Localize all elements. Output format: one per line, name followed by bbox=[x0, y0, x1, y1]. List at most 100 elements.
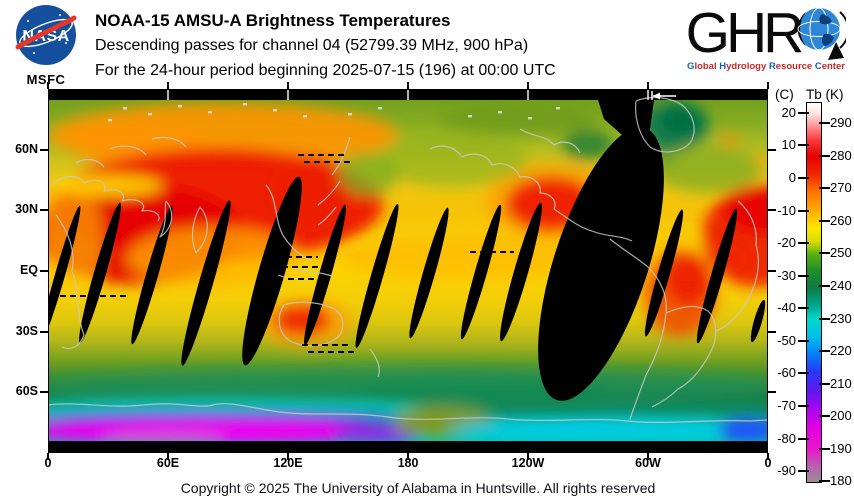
colorbar-celsius-label: 0 bbox=[788, 170, 796, 186]
lat-tick-right bbox=[768, 209, 776, 212]
colorbar-celsius-label: -40 bbox=[777, 300, 796, 316]
orbit-gap-swath bbox=[409, 207, 449, 339]
lon-tick-top bbox=[767, 82, 769, 89]
colorbar-kelvin-tick bbox=[819, 122, 830, 125]
title-subline-1: Descending passes for channel 04 (52799.… bbox=[95, 37, 529, 54]
sea-ice-speck bbox=[148, 113, 152, 116]
ghrc-subtitle: Global Hydrology Resource Center bbox=[680, 61, 852, 72]
lat-label-EQ: EQ bbox=[19, 263, 38, 277]
colorbar-kelvin-label: 190 bbox=[830, 440, 852, 456]
colorbar-celsius-label: -10 bbox=[777, 202, 796, 218]
colorbar-kelvin-tick bbox=[819, 252, 830, 255]
lon-tick-bottom bbox=[767, 453, 769, 460]
orbit-gap-swath bbox=[644, 209, 684, 337]
lon-tick-top bbox=[527, 82, 529, 89]
ghrc-globe-icon bbox=[797, 7, 847, 60]
ghrc-subtitle-initial: G bbox=[687, 61, 695, 72]
lon-tick-bottom bbox=[287, 453, 289, 460]
lon-label-120E: 120E bbox=[273, 456, 303, 470]
nasa-insignia-icon: NASA bbox=[15, 5, 77, 65]
lon-label-0: 0 bbox=[44, 456, 52, 470]
sea-ice-speck bbox=[208, 111, 212, 114]
lat-tick-left bbox=[40, 209, 48, 212]
sea-ice-speck bbox=[178, 105, 182, 108]
colorbar-kelvin-tick bbox=[819, 317, 830, 320]
page-title: NOAA-15 AMSU-A Brightness Temperatures bbox=[95, 11, 451, 30]
lat-label-60S: 60S bbox=[15, 384, 38, 399]
lat-tick-right bbox=[768, 148, 776, 151]
lon-tick-top bbox=[407, 82, 409, 89]
colorbar-celsius-label: -50 bbox=[777, 332, 796, 348]
colorbar-celsius-tick bbox=[798, 404, 809, 407]
lon-label-60W: 60W bbox=[635, 456, 661, 470]
lon-tick-top bbox=[47, 82, 49, 89]
lat-label-60N: 60N bbox=[15, 141, 38, 156]
coastlines bbox=[48, 96, 768, 424]
sea-ice-speck bbox=[273, 109, 277, 112]
lon-tick-bottom bbox=[407, 453, 409, 460]
colorbar-kelvin-label: 250 bbox=[830, 245, 852, 261]
nasa-msfc-logo: NASA MSFC bbox=[8, 3, 84, 87]
orbit-gap-swath bbox=[460, 204, 502, 340]
lat-tick-right bbox=[768, 270, 776, 272]
ghrc-wordmark: GHR bbox=[685, 1, 805, 65]
colorbar-kelvin-tick bbox=[819, 284, 830, 287]
lon-tick-bottom bbox=[527, 453, 529, 460]
lon-tick-top bbox=[647, 82, 649, 89]
orbit-gap-swath bbox=[304, 204, 346, 346]
pass-start-arrow-icon bbox=[651, 91, 676, 100]
sea-ice-speck bbox=[498, 111, 502, 114]
lat-tick-left bbox=[40, 270, 48, 272]
lon-label-180: 180 bbox=[397, 456, 419, 470]
title-subline-2: For the 24-hour period beginning 2025-07… bbox=[95, 62, 556, 79]
orbit-gap-swath bbox=[355, 203, 399, 349]
ghrc-logo: GHR Global Hydrology Resource Center bbox=[680, 2, 852, 72]
colorbar-celsius-tick bbox=[798, 470, 809, 473]
sea-ice-speck bbox=[528, 117, 532, 120]
sea-ice-speck bbox=[556, 107, 560, 110]
orbit-gap-swath bbox=[538, 127, 664, 401]
colorbar-celsius-label: -90 bbox=[777, 463, 796, 479]
colorbar-celsius-tick bbox=[798, 242, 809, 245]
colorbar-celsius-tick bbox=[798, 177, 809, 180]
brightness-temperature-map bbox=[48, 89, 768, 453]
colorbar-celsius-tick bbox=[798, 111, 809, 114]
sea-ice-speck bbox=[303, 115, 307, 118]
msfc-label: MSFC bbox=[26, 72, 66, 87]
ghrc-subtitle-initial: H bbox=[719, 61, 727, 72]
colorbar-celsius-header: (C) bbox=[775, 87, 794, 102]
ghrc-subtitle-rest: enter bbox=[821, 61, 845, 72]
orbit-gap-swath bbox=[500, 202, 542, 342]
orbit-gap-swath bbox=[242, 176, 302, 366]
sea-ice-speck bbox=[348, 113, 352, 116]
orbit-gap-swath bbox=[181, 200, 231, 366]
colorbar-celsius-label: -70 bbox=[777, 397, 796, 413]
lat-label-30N: 30N bbox=[15, 202, 38, 217]
colorbar-kelvin-header: Tb (K) bbox=[806, 87, 844, 102]
colorbar-celsius-tick bbox=[798, 274, 809, 277]
ghrc-subtitle-rest: ydrology bbox=[726, 61, 769, 72]
colorbar-celsius-tick bbox=[798, 307, 809, 310]
lat-tick-right bbox=[768, 330, 776, 333]
title-block: NOAA-15 AMSU-A Brightness Temperatures D… bbox=[95, 8, 556, 83]
ghrc-subtitle-initial: C bbox=[814, 61, 822, 72]
ghrc-subtitle-initial: R bbox=[768, 61, 776, 72]
lon-label-60E: 60E bbox=[156, 456, 180, 470]
colorbar-kelvin-tick bbox=[819, 480, 830, 483]
colorbar-kelvin-tick bbox=[819, 447, 830, 450]
colorbar-celsius-label: -80 bbox=[777, 430, 796, 446]
colorbar-celsius-label: 20 bbox=[781, 104, 796, 120]
copyright-text: Copyright © 2025 The University of Alaba… bbox=[180, 480, 656, 496]
sea-ice-speck bbox=[378, 107, 382, 110]
colorbar-kelvin-label: 270 bbox=[830, 180, 852, 196]
sea-ice-speck bbox=[123, 107, 127, 110]
sea-ice-speck bbox=[243, 103, 247, 106]
lon-tick-bottom bbox=[647, 453, 649, 460]
orbit-gap-swath bbox=[131, 205, 173, 345]
colorbar-kelvin-tick bbox=[819, 219, 830, 222]
sea-ice-speck bbox=[468, 115, 472, 118]
colorbar-celsius-tick bbox=[798, 209, 809, 212]
orbit-gap-swath bbox=[750, 299, 766, 343]
colorbar-celsius-label: -30 bbox=[777, 267, 796, 283]
